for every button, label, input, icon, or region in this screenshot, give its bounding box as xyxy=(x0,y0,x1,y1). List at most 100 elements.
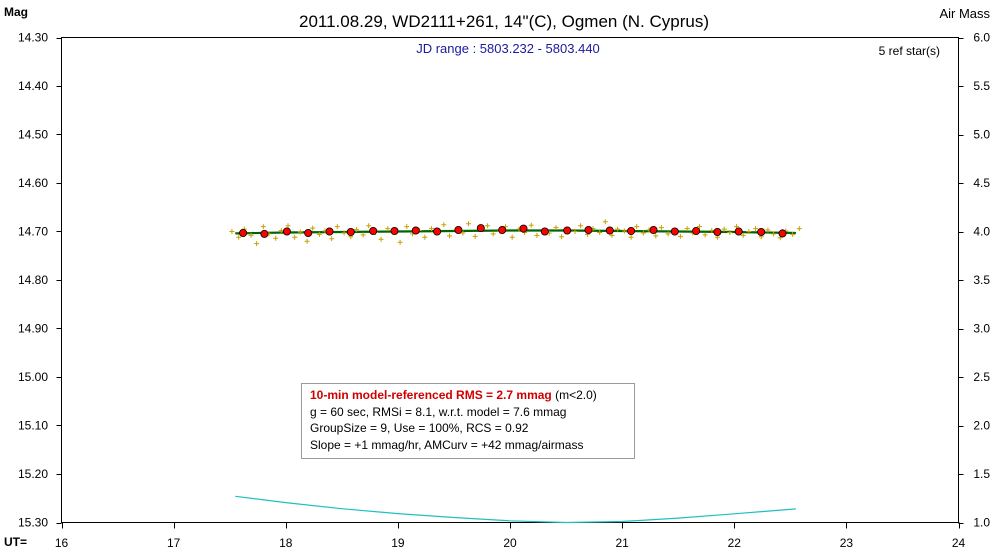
raw-data-point xyxy=(460,230,466,236)
binned-data-point xyxy=(778,229,787,238)
x-tick-label: 20 xyxy=(503,536,517,550)
binned-data-point xyxy=(519,224,528,233)
x-tick-label: 21 xyxy=(615,536,629,550)
raw-data-point xyxy=(559,234,565,240)
stats-line-3: GroupSize = 9, Use = 100%, RCS = 0.92 xyxy=(310,421,529,435)
raw-data-point xyxy=(292,234,298,240)
x-tick-label: 22 xyxy=(728,536,742,550)
raw-data-point xyxy=(697,224,702,230)
raw-data-point xyxy=(229,229,235,234)
binned-data-point xyxy=(346,227,355,236)
x-tick-label: 16 xyxy=(55,536,69,550)
raw-data-point xyxy=(385,226,391,232)
binned-data-point xyxy=(476,224,485,233)
y2-tick-label: 4.0 xyxy=(973,225,990,239)
raw-data-point xyxy=(653,233,659,239)
binned-data-point xyxy=(605,226,614,235)
raw-data-point xyxy=(727,230,733,235)
raw-data-point xyxy=(254,241,260,247)
binned-data-point xyxy=(692,226,701,235)
raw-data-point xyxy=(397,239,403,245)
y-tick-label: 14.40 xyxy=(18,79,48,93)
raw-data-point xyxy=(640,230,646,236)
y2-tick-label: 1.0 xyxy=(973,516,990,530)
y-tick-label: 14.70 xyxy=(18,225,48,239)
x-tick-label: 24 xyxy=(952,536,966,550)
binned-data-point xyxy=(433,227,442,236)
raw-data-point xyxy=(677,233,683,239)
raw-data-point xyxy=(578,223,584,229)
raw-data-point xyxy=(378,236,384,242)
raw-data-point xyxy=(709,228,715,233)
raw-data-point xyxy=(684,226,690,232)
y-axis-label-airmass: Air Mass xyxy=(939,6,990,21)
y2-tick-label: 4.5 xyxy=(973,176,990,190)
x-tick-label: 17 xyxy=(167,536,181,550)
binned-data-point xyxy=(670,227,679,236)
stats-box: 10-min model-referenced RMS = 2.7 mmag (… xyxy=(301,383,635,459)
binned-data-point xyxy=(411,226,420,235)
raw-data-point xyxy=(429,226,434,232)
raw-data-point xyxy=(441,222,447,228)
raw-data-point xyxy=(297,229,303,235)
binned-data-point xyxy=(757,227,766,236)
y-tick-label: 15.00 xyxy=(18,370,48,384)
stats-line-4: Slope = +1 mmag/hr, AMCurv = +42 mmag/ai… xyxy=(310,437,584,452)
raw-data-point xyxy=(753,226,759,232)
raw-data-point xyxy=(572,229,578,234)
raw-data-point xyxy=(765,227,771,233)
raw-data-point xyxy=(490,231,496,237)
raw-data-point xyxy=(466,221,471,227)
raw-data-point xyxy=(509,234,515,240)
raw-data-point xyxy=(353,227,359,233)
y-tick-label: 14.80 xyxy=(18,273,48,287)
raw-data-point xyxy=(771,231,776,237)
y-tick-label: 14.60 xyxy=(18,176,48,190)
raw-data-point xyxy=(658,225,664,231)
binned-data-point xyxy=(734,227,743,236)
binned-data-point xyxy=(584,225,593,234)
jd-range-label: JD range : 5803.232 - 5803.440 xyxy=(416,41,600,56)
y2-tick-label: 2.5 xyxy=(973,370,990,384)
x-tick-label: 19 xyxy=(391,536,405,550)
raw-data-point xyxy=(366,223,372,229)
y-tick-label: 15.20 xyxy=(18,467,48,481)
ref-stars-label: 5 ref star(s) xyxy=(879,44,940,58)
raw-data-point xyxy=(721,226,727,232)
y-tick-label: 14.90 xyxy=(18,322,48,336)
y2-tick-label: 5.5 xyxy=(973,79,990,93)
y-axis-label-mag: Mag xyxy=(4,5,28,19)
x-tick-label: 18 xyxy=(279,536,293,550)
stats-rms-condition: (m<2.0) xyxy=(551,388,597,402)
raw-data-point xyxy=(528,222,534,228)
binned-data-point xyxy=(239,228,248,237)
binned-data-point xyxy=(325,227,334,236)
raw-data-point xyxy=(422,234,428,240)
y2-tick-label: 3.0 xyxy=(973,322,990,336)
binned-data-point xyxy=(563,226,572,235)
raw-data-point xyxy=(304,238,310,244)
y2-tick-label: 5.0 xyxy=(973,128,990,142)
binned-data-point xyxy=(540,227,549,236)
raw-data-point xyxy=(260,224,266,230)
raw-data-point xyxy=(316,231,322,237)
raw-data-point xyxy=(615,226,621,232)
binned-data-point xyxy=(260,229,269,238)
raw-data-point xyxy=(534,232,540,238)
binned-data-point xyxy=(649,225,658,234)
raw-data-point xyxy=(447,233,452,239)
binned-data-point xyxy=(627,226,636,235)
binned-data-point xyxy=(304,228,313,237)
binned-data-point xyxy=(713,227,722,236)
binned-data-point xyxy=(282,227,291,236)
raw-data-point xyxy=(553,225,559,231)
raw-data-point xyxy=(597,230,603,235)
raw-data-point xyxy=(665,231,671,237)
raw-data-point xyxy=(740,232,746,238)
raw-data-point xyxy=(360,232,366,238)
y2-tick-label: 1.5 xyxy=(973,467,990,481)
raw-data-point xyxy=(341,230,347,236)
binned-data-point xyxy=(390,226,399,235)
binned-data-point xyxy=(454,225,463,234)
